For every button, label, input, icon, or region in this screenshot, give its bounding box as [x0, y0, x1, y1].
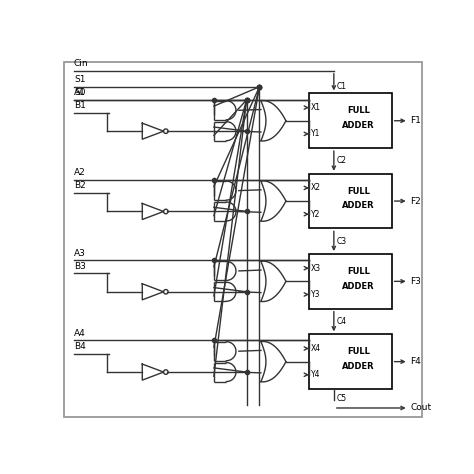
Text: C1: C1	[337, 82, 346, 91]
Text: FULL: FULL	[347, 267, 370, 276]
Text: X1: X1	[311, 103, 321, 112]
Text: FULL: FULL	[347, 107, 370, 116]
Text: Cout: Cout	[410, 403, 431, 412]
Text: ADDER: ADDER	[342, 282, 375, 291]
Text: ADDER: ADDER	[342, 362, 375, 371]
Text: X3: X3	[311, 264, 321, 273]
Text: A3: A3	[74, 249, 86, 258]
FancyBboxPatch shape	[309, 173, 392, 228]
Text: ADDER: ADDER	[342, 201, 375, 210]
FancyBboxPatch shape	[309, 254, 392, 309]
Text: FULL: FULL	[347, 347, 370, 356]
FancyBboxPatch shape	[309, 93, 392, 148]
FancyBboxPatch shape	[309, 334, 392, 389]
Text: C5: C5	[337, 393, 346, 402]
Text: ADDER: ADDER	[342, 121, 375, 130]
Text: X2: X2	[311, 183, 321, 192]
Text: S0: S0	[74, 88, 85, 97]
Text: Y1: Y1	[311, 129, 320, 138]
Text: B4: B4	[74, 342, 86, 351]
Text: Y4: Y4	[311, 370, 321, 379]
Text: FULL: FULL	[347, 187, 370, 196]
Text: S1: S1	[74, 75, 85, 84]
Text: F3: F3	[410, 277, 421, 286]
Text: B3: B3	[74, 262, 86, 271]
FancyBboxPatch shape	[64, 62, 422, 417]
Text: B2: B2	[74, 182, 86, 191]
Text: Y2: Y2	[311, 210, 320, 219]
Text: F4: F4	[410, 357, 421, 366]
Text: A1: A1	[74, 88, 86, 97]
Text: C4: C4	[337, 317, 346, 326]
Text: A2: A2	[74, 168, 86, 177]
Text: A4: A4	[74, 329, 86, 338]
Text: Cin: Cin	[74, 59, 89, 68]
Text: F2: F2	[410, 197, 421, 206]
Text: F1: F1	[410, 116, 421, 125]
Text: C2: C2	[337, 156, 346, 165]
Text: Y3: Y3	[311, 290, 321, 299]
Text: C3: C3	[337, 237, 346, 246]
Text: B1: B1	[74, 101, 86, 110]
Text: X4: X4	[311, 344, 321, 353]
